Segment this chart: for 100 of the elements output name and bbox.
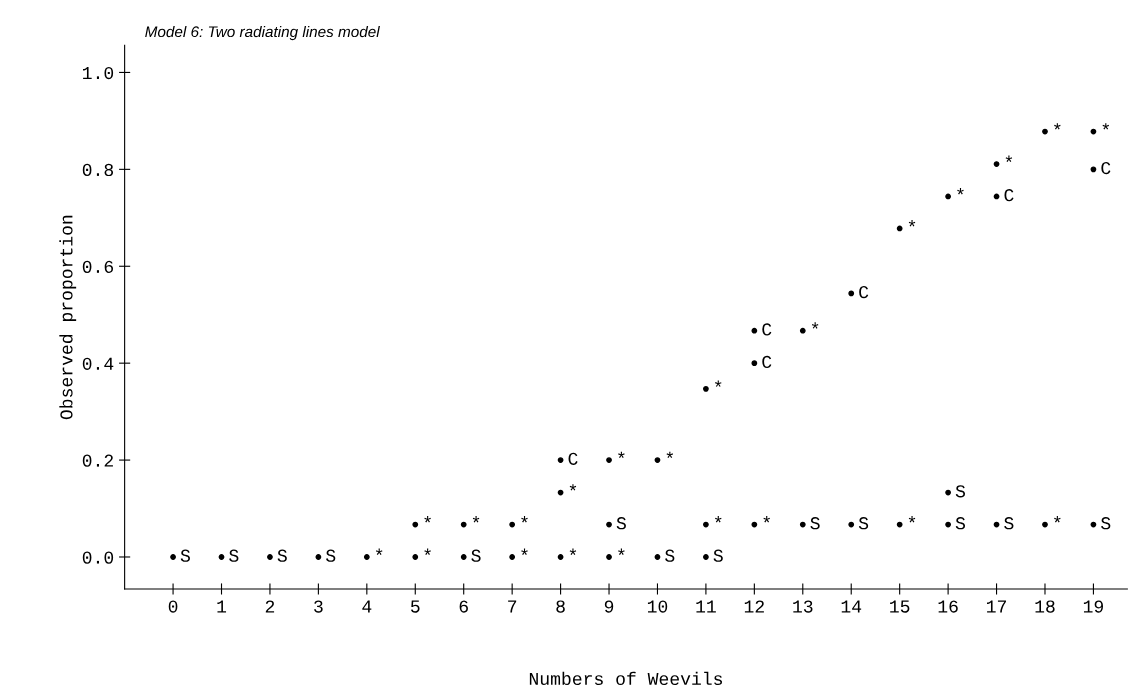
x-tick-label: 7 — [508, 600, 517, 613]
x-tick-label: 1 — [217, 600, 227, 613]
x-tick-label: 9 — [604, 600, 614, 613]
point — [509, 521, 516, 528]
data-label: S — [955, 485, 965, 498]
x-tick-label: 2 — [265, 600, 275, 613]
y-tick-label: 0.8 — [82, 163, 114, 177]
y-axis-title: Observed proportion — [59, 215, 77, 420]
x-tick-label: 0 — [168, 600, 178, 613]
data-label: * — [569, 548, 577, 555]
point — [993, 161, 1000, 167]
data-label: S — [471, 549, 481, 562]
x-tick-label: 15 — [890, 600, 910, 613]
point — [654, 457, 661, 463]
point — [848, 290, 855, 297]
point — [945, 193, 951, 200]
point — [412, 554, 419, 560]
data-label: * — [521, 516, 528, 523]
data-label: * — [521, 548, 528, 555]
data-label: * — [424, 516, 431, 523]
data-label: * — [1102, 123, 1110, 130]
point — [993, 193, 1000, 200]
point — [896, 521, 903, 528]
point — [460, 521, 467, 528]
x-tick-label: 4 — [362, 600, 372, 613]
point — [945, 521, 951, 528]
point — [557, 457, 564, 463]
point — [945, 489, 951, 496]
y-tick-label: 0.6 — [82, 260, 114, 273]
x-tick-label: 19 — [1083, 600, 1104, 613]
data-label: * — [472, 516, 480, 523]
y-tick-label: 0.0 — [82, 551, 114, 564]
point — [703, 385, 709, 392]
data-label: * — [715, 516, 722, 523]
data-label: * — [811, 322, 819, 329]
data-label: S — [229, 549, 239, 562]
point — [993, 521, 1000, 528]
point — [460, 554, 467, 560]
point — [557, 489, 564, 496]
x-tick-label: 11 — [696, 600, 716, 613]
data-label: * — [1054, 516, 1061, 523]
data-label: * — [666, 451, 674, 459]
data-label: * — [424, 548, 431, 555]
point — [896, 225, 903, 232]
data-label: * — [618, 548, 625, 555]
point — [363, 554, 370, 560]
x-tick-label: 12 — [744, 600, 764, 613]
point — [799, 327, 806, 334]
x-tick-label: 17 — [987, 600, 1006, 613]
x-tick-label: 14 — [841, 600, 862, 613]
point — [557, 554, 564, 560]
point — [606, 521, 612, 528]
point — [848, 521, 855, 528]
data-label: * — [908, 220, 916, 227]
point — [606, 554, 612, 560]
data-label: S — [858, 517, 869, 530]
point — [751, 327, 758, 334]
chart-title: Model 6: Two radiating lines model — [145, 25, 380, 41]
point — [654, 554, 661, 560]
y-tick-label: 0.4 — [82, 357, 114, 370]
x-tick-label: 18 — [1035, 600, 1055, 613]
x-tick-label: 16 — [938, 600, 958, 613]
y-tick-label: 1.0 — [83, 66, 114, 80]
point — [799, 521, 806, 528]
point — [1090, 128, 1097, 135]
point — [1090, 521, 1097, 528]
point — [703, 554, 709, 560]
y-tick-label: 0.2 — [82, 454, 113, 467]
data-label: * — [908, 516, 916, 523]
data-label: C — [859, 285, 869, 299]
x-tick-label: 6 — [459, 600, 468, 613]
point — [751, 360, 758, 367]
data-label: S — [713, 549, 723, 562]
x-tick-label: 5 — [410, 600, 420, 613]
x-tick-label: 8 — [556, 600, 565, 613]
data-label: S — [955, 517, 965, 530]
x-tick-label: 3 — [314, 600, 323, 613]
x-tick-label: 10 — [647, 600, 668, 613]
point — [1042, 128, 1048, 135]
data-label: S — [1101, 517, 1111, 530]
data-label: * — [715, 380, 722, 387]
point — [315, 554, 322, 560]
data-label: * — [618, 451, 625, 459]
data-label: * — [375, 548, 383, 555]
data-label: S — [616, 517, 626, 530]
point — [170, 554, 176, 560]
point — [218, 554, 225, 560]
point — [412, 521, 419, 528]
data-label: C — [762, 355, 772, 369]
data-label: S — [665, 549, 675, 562]
data-label: C — [762, 323, 772, 336]
point — [606, 457, 612, 463]
data-label: S — [810, 517, 820, 530]
x-tick-label: 13 — [793, 600, 813, 613]
point — [509, 554, 516, 560]
point — [267, 554, 273, 560]
point — [1042, 521, 1048, 528]
data-label: C — [1101, 161, 1111, 175]
point — [703, 521, 709, 528]
data-label: S — [1004, 517, 1014, 530]
